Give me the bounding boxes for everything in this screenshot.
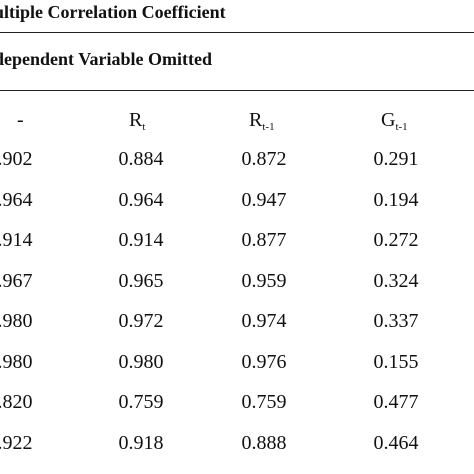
table-cell: 0.877 bbox=[241, 229, 287, 251]
table-cell: 0.959 bbox=[241, 269, 287, 292]
table-cell: 0.980 bbox=[118, 350, 164, 373]
table-cell: 0.272 bbox=[373, 229, 419, 251]
column-header-omitted-none: - bbox=[17, 109, 24, 131]
table-cell: 0.964 bbox=[118, 188, 164, 211]
column-header-rt: Rt bbox=[129, 109, 146, 133]
table-title: ultiple Correlation Coefficient bbox=[0, 2, 226, 22]
table-cell: .820 bbox=[0, 391, 33, 413]
column-header-rt-1: Rt-1 bbox=[249, 109, 275, 133]
top-rule bbox=[0, 32, 474, 33]
table-cell: 0.872 bbox=[241, 148, 287, 170]
table-cell: .980 bbox=[0, 310, 33, 332]
table-cell: 0.965 bbox=[118, 269, 164, 292]
table-cell: 0.477 bbox=[373, 391, 419, 413]
table-cell: 0.914 bbox=[118, 229, 164, 251]
table-cell: 0.155 bbox=[373, 350, 419, 373]
table-cell: 0.947 bbox=[241, 188, 287, 211]
table-cell: 0.194 bbox=[373, 188, 419, 211]
table-subtitle: dependent Variable Omitted bbox=[0, 49, 213, 69]
table-cell: 0.464 bbox=[373, 431, 419, 454]
table-cell: 0.337 bbox=[373, 310, 419, 332]
header-rule bbox=[0, 90, 474, 91]
table-cell: .964 bbox=[0, 188, 33, 211]
table-cell: 0.324 bbox=[373, 269, 419, 292]
table-cell: 0.884 bbox=[118, 148, 164, 170]
table-cell: 0.888 bbox=[241, 431, 287, 454]
table-cell: .902 bbox=[0, 148, 33, 170]
table-cell: .922 bbox=[0, 431, 33, 454]
table-cell: 0.759 bbox=[241, 391, 287, 413]
table-cell: 0.918 bbox=[118, 431, 164, 454]
table-cell: 0.976 bbox=[241, 350, 287, 373]
table-cell: .967 bbox=[0, 269, 33, 292]
table-cell: 0.974 bbox=[241, 310, 287, 332]
table-cell: 0.291 bbox=[373, 148, 419, 170]
table-cell: 0.759 bbox=[118, 391, 164, 413]
table-cell: .980 bbox=[0, 350, 33, 373]
column-header-gt-1: Gt-1 bbox=[381, 109, 408, 133]
table-cell: 0.972 bbox=[118, 310, 164, 332]
table-cell: .914 bbox=[0, 229, 33, 251]
